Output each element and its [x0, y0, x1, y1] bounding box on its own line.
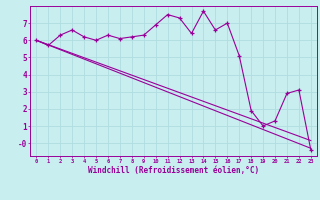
X-axis label: Windchill (Refroidissement éolien,°C): Windchill (Refroidissement éolien,°C)	[88, 166, 259, 175]
